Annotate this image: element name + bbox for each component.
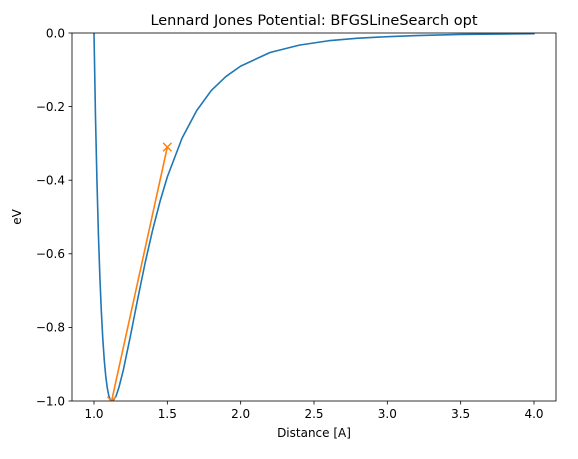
y-tick-label: −0.6 <box>36 247 65 261</box>
point-marker-x <box>106 396 117 401</box>
x-tick-label: 4.0 <box>524 407 543 421</box>
y-tick-label: −1.0 <box>36 394 65 408</box>
x-tick-label: 2.0 <box>231 407 250 421</box>
x-tick-label: 2.5 <box>304 407 323 421</box>
x-tick-label: 3.5 <box>451 407 470 421</box>
optimization-path-line <box>110 146 169 401</box>
plot-area <box>93 33 535 401</box>
point-marker-x <box>162 142 173 152</box>
y-axis-label: eV <box>10 208 24 224</box>
y-axis-ticks: 0.0 −0.2 −0.4 −0.6 −0.8 −1.0 <box>36 26 72 408</box>
x-tick-label: 1.0 <box>84 407 103 421</box>
y-tick-label: −0.8 <box>36 321 65 335</box>
x-tick-label: 3.0 <box>378 407 397 421</box>
y-tick-label: −0.2 <box>36 100 65 114</box>
series-optimization-path <box>106 142 173 401</box>
y-tick-label: 0.0 <box>46 26 65 40</box>
x-axis-label: Distance [A] <box>277 426 351 440</box>
x-axis-ticks: 1.0 1.5 2.0 2.5 3.0 3.5 4.0 <box>84 401 544 421</box>
curve-line <box>93 33 535 401</box>
axes-frame <box>71 32 557 402</box>
y-tick-label: −0.4 <box>36 174 65 188</box>
chart-title: Lennard Jones Potential: BFGSLineSearch … <box>150 13 477 29</box>
series-curve <box>93 33 535 401</box>
x-tick-label: 1.5 <box>158 407 177 421</box>
